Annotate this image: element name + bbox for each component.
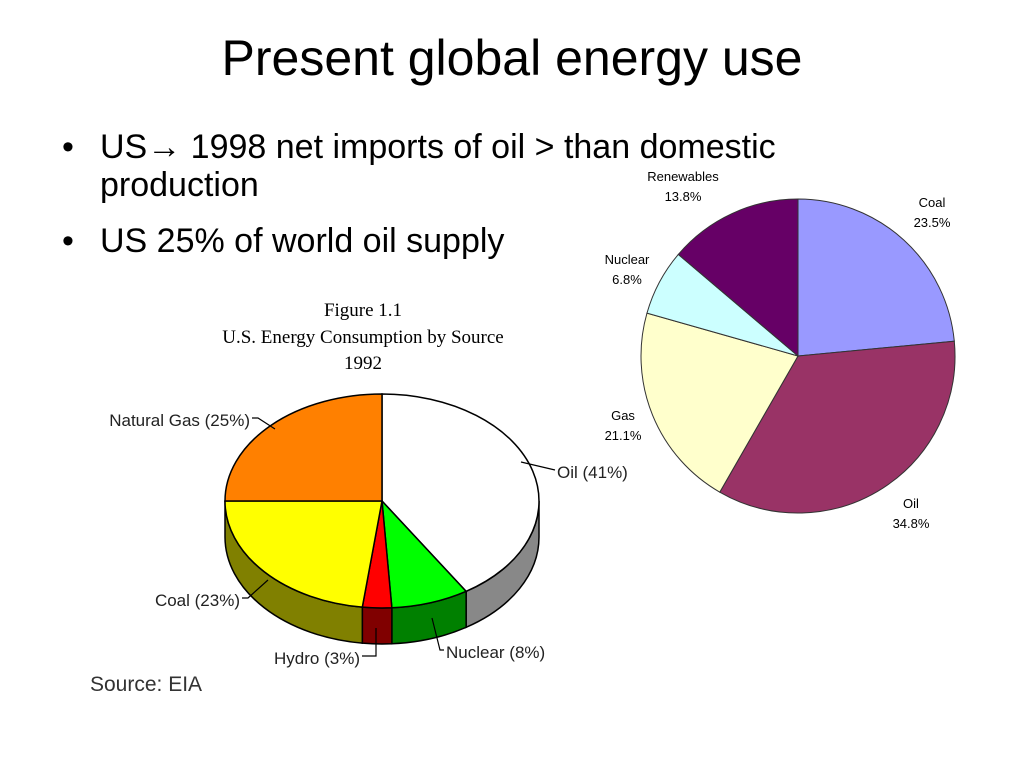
pie-labels: Coal 23.5% Oil 34.8% Gas 21.1% Nuclear 6.8% Rene… — [605, 169, 951, 531]
chart-subtitle: U.S. Energy Consumption by Source — [222, 327, 503, 348]
bullet-text: US 25% of world oil supply — [100, 222, 505, 260]
pie-slice-coal — [797, 198, 955, 357]
bullet-text: US→ 1998 net imports of oil > than domes… — [100, 128, 920, 204]
leader-line-oil — [520, 461, 556, 471]
bullet-item: • US 25% of world oil supply — [62, 222, 622, 260]
pie-labels: Oil (41%) Nuclear (8%) Hydro (3%) Coal (23%… — [109, 411, 628, 668]
bullet-dot-icon: • — [62, 128, 74, 166]
chart-source: Source: EIA — [90, 673, 202, 696]
slice-value-coal: 23.5% — [914, 215, 951, 230]
slice-value-oil: 34.8% — [893, 516, 930, 531]
slice-value-gas: 21.1% — [605, 428, 642, 443]
leader-line-coal — [242, 579, 269, 599]
slide-title: Present global energy use — [221, 30, 803, 86]
leader-line-hydro — [362, 628, 377, 657]
pie-slices — [640, 198, 956, 514]
chart-title: Figure 1.1 — [324, 300, 402, 321]
bullet-prefix: US — [100, 128, 148, 166]
slice-label-oil: Oil (41%) — [557, 463, 628, 482]
slice-label-hydro: Hydro (3%) — [274, 649, 360, 668]
slice-label-nuclear: Nuclear (8%) — [446, 643, 545, 662]
leader-line-nuclear — [431, 617, 444, 651]
slice-name-oil: Oil — [903, 496, 919, 511]
pie-slice-coal — [224, 500, 383, 608]
pie-leader-lines — [242, 417, 556, 657]
slice-value-renewables: 13.8% — [665, 189, 702, 204]
slice-name-coal: Coal — [919, 195, 946, 210]
slice-name-renewables: Renewables — [647, 169, 719, 184]
pie-slice-natural-gas — [224, 393, 383, 502]
pie-slices — [224, 393, 540, 609]
slice-name-nuclear: Nuclear — [605, 252, 650, 267]
slice-label-natural-gas: Natural Gas (25%) — [109, 411, 250, 430]
leader-line-natural-gas — [252, 417, 276, 430]
pie-slice-renewables — [677, 198, 799, 358]
pie-slice-oil — [719, 340, 956, 514]
pie-slice-oil — [381, 393, 540, 593]
chart-year: 1992 — [344, 353, 382, 374]
slice-name-gas: Gas — [611, 408, 635, 423]
bullet-dot-icon: • — [62, 222, 74, 260]
slice-value-nuclear: 6.8% — [612, 272, 642, 287]
right-arrow-icon: → — [147, 128, 182, 166]
slice-label-coal: Coal (23%) — [155, 591, 240, 610]
bullet-item: • US→ 1998 net imports of oil > than dome… — [62, 128, 942, 204]
bullet-body: 1998 net imports of oil > than domestic … — [100, 128, 776, 204]
pie-slice-gas — [640, 312, 799, 493]
